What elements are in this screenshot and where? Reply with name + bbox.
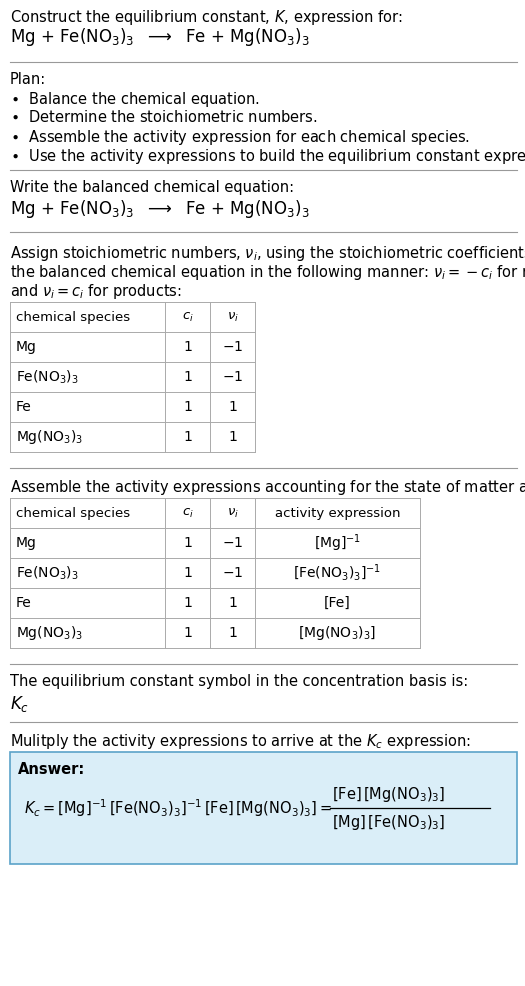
Text: 1: 1: [183, 340, 192, 354]
Text: activity expression: activity expression: [275, 507, 400, 520]
Text: 1: 1: [228, 400, 237, 414]
Text: $[\mathrm{Fe}]\,[\mathrm{Mg(NO_3)_3}]$: $[\mathrm{Fe}]\,[\mathrm{Mg(NO_3)_3}]$: [332, 785, 445, 804]
Text: 1: 1: [228, 430, 237, 444]
Text: 1: 1: [183, 596, 192, 610]
Text: $-1$: $-1$: [222, 536, 243, 550]
Text: Fe: Fe: [16, 596, 32, 610]
Text: $\nu_i$: $\nu_i$: [226, 311, 238, 323]
Text: 1: 1: [183, 536, 192, 550]
Text: 1: 1: [183, 400, 192, 414]
Text: $[\mathrm{Mg}]\,[\mathrm{Fe(NO_3)_3}]$: $[\mathrm{Mg}]\,[\mathrm{Fe(NO_3)_3}]$: [332, 812, 445, 831]
Text: Fe(NO$_3$)$_3$: Fe(NO$_3$)$_3$: [16, 369, 79, 386]
Text: [Mg]$^{-1}$: [Mg]$^{-1}$: [314, 532, 361, 554]
Text: Write the balanced chemical equation:: Write the balanced chemical equation:: [10, 180, 294, 195]
Text: Answer:: Answer:: [18, 762, 85, 777]
Text: $K_c$: $K_c$: [10, 694, 29, 714]
Text: 1: 1: [183, 430, 192, 444]
Text: $\bullet$  Determine the stoichiometric numbers.: $\bullet$ Determine the stoichiometric n…: [10, 109, 318, 125]
Text: Mg: Mg: [16, 340, 37, 354]
Text: Mg + Fe(NO$_3$)$_3$  $\longrightarrow$  Fe + Mg(NO$_3$)$_3$: Mg + Fe(NO$_3$)$_3$ $\longrightarrow$ Fe…: [10, 26, 310, 48]
Text: $-1$: $-1$: [222, 566, 243, 580]
Text: $-1$: $-1$: [222, 340, 243, 354]
Text: 1: 1: [228, 596, 237, 610]
Text: [Fe]: [Fe]: [324, 596, 351, 610]
Text: Fe: Fe: [16, 400, 32, 414]
Text: Assign stoichiometric numbers, $\nu_i$, using the stoichiometric coefficients, $: Assign stoichiometric numbers, $\nu_i$, …: [10, 244, 525, 263]
Text: chemical species: chemical species: [16, 507, 130, 520]
Text: 1: 1: [183, 566, 192, 580]
Text: [Mg(NO$_3$)$_3$]: [Mg(NO$_3$)$_3$]: [299, 624, 376, 642]
Text: $K_c = [\mathrm{Mg}]^{-1}\,[\mathrm{Fe(NO_3)_3}]^{-1}\,[\mathrm{Fe}]\,[\mathrm{M: $K_c = [\mathrm{Mg}]^{-1}\,[\mathrm{Fe(N…: [24, 797, 332, 818]
Text: $\bullet$  Assemble the activity expression for each chemical species.: $\bullet$ Assemble the activity expressi…: [10, 128, 470, 147]
Bar: [10, 302, 255, 452]
Text: $c_i$: $c_i$: [182, 311, 193, 323]
Text: Construct the equilibrium constant, $K$, expression for:: Construct the equilibrium constant, $K$,…: [10, 8, 403, 27]
Text: Assemble the activity expressions accounting for the state of matter and $\nu_i$: Assemble the activity expressions accoun…: [10, 478, 525, 497]
Text: Mg: Mg: [16, 536, 37, 550]
Text: Mulitply the activity expressions to arrive at the $K_c$ expression:: Mulitply the activity expressions to arr…: [10, 732, 471, 751]
Text: and $\nu_i = c_i$ for products:: and $\nu_i = c_i$ for products:: [10, 282, 182, 301]
Text: 1: 1: [183, 370, 192, 384]
Text: Mg(NO$_3$)$_3$: Mg(NO$_3$)$_3$: [16, 624, 83, 642]
Text: $\bullet$  Balance the chemical equation.: $\bullet$ Balance the chemical equation.: [10, 90, 260, 109]
Text: $c_i$: $c_i$: [182, 507, 193, 520]
Text: Plan:: Plan:: [10, 72, 46, 87]
Text: Mg(NO$_3$)$_3$: Mg(NO$_3$)$_3$: [16, 428, 83, 446]
Text: chemical species: chemical species: [16, 311, 130, 323]
Text: $\bullet$  Use the activity expressions to build the equilibrium constant expres: $\bullet$ Use the activity expressions t…: [10, 147, 525, 166]
Text: $-1$: $-1$: [222, 370, 243, 384]
Text: 1: 1: [183, 626, 192, 640]
Text: Fe(NO$_3$)$_3$: Fe(NO$_3$)$_3$: [16, 564, 79, 582]
Text: 1: 1: [228, 626, 237, 640]
Text: Mg + Fe(NO$_3$)$_3$  $\longrightarrow$  Fe + Mg(NO$_3$)$_3$: Mg + Fe(NO$_3$)$_3$ $\longrightarrow$ Fe…: [10, 198, 310, 220]
Text: The equilibrium constant symbol in the concentration basis is:: The equilibrium constant symbol in the c…: [10, 674, 468, 689]
Text: [Fe(NO$_3$)$_3$]$^{-1}$: [Fe(NO$_3$)$_3$]$^{-1}$: [293, 563, 382, 583]
Bar: [10, 498, 420, 648]
Text: $\nu_i$: $\nu_i$: [226, 507, 238, 520]
Bar: [10, 752, 517, 864]
Text: the balanced chemical equation in the following manner: $\nu_i = -c_i$ for react: the balanced chemical equation in the fo…: [10, 263, 525, 282]
